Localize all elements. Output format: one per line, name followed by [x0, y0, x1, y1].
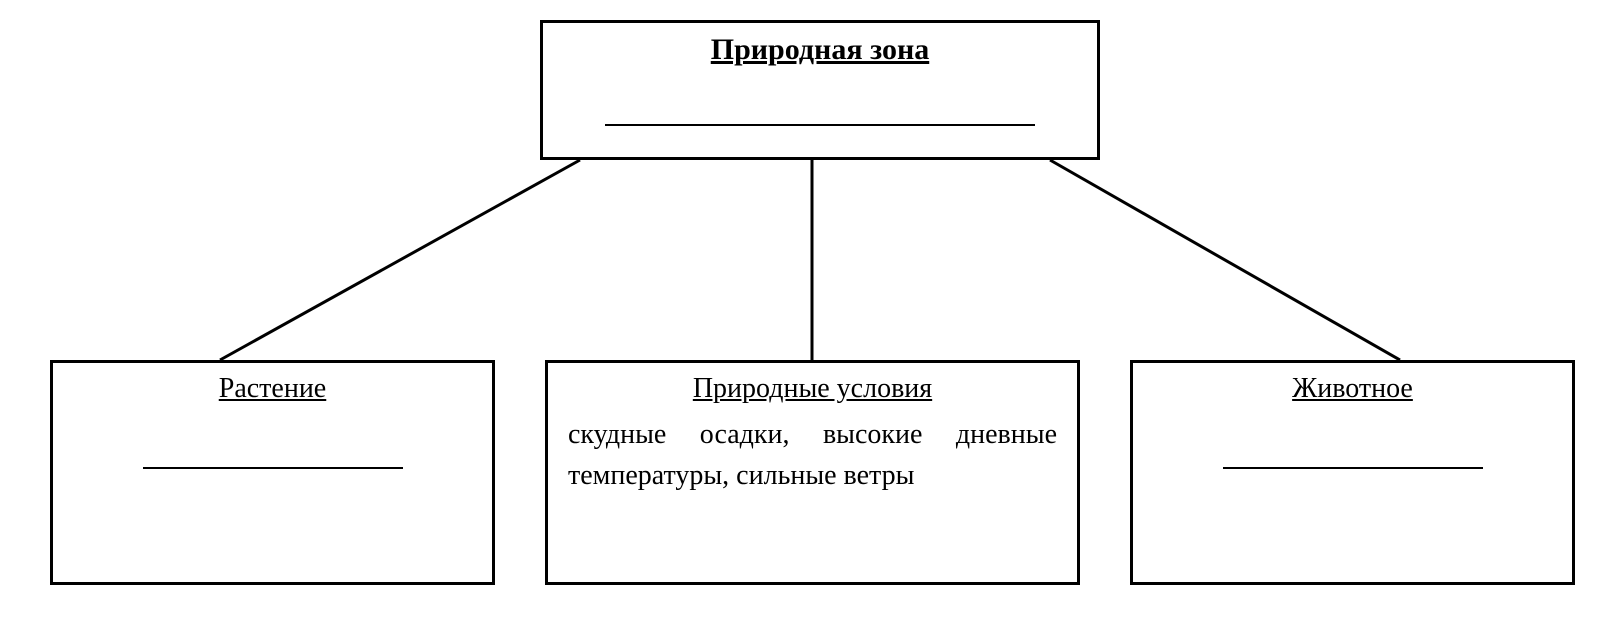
animal-box: Животное [1130, 360, 1575, 585]
conditions-body: скудные осадки, высокие дневные температ… [568, 415, 1057, 496]
root-box: Природная зона [540, 20, 1100, 160]
connector-right [1050, 160, 1400, 360]
plant-blank-line [143, 450, 403, 469]
animal-title: Животное [1153, 373, 1552, 405]
conditions-box: Природные условия скудные осадки, высоки… [545, 360, 1080, 585]
plant-box: Растение [50, 360, 495, 585]
root-title: Природная зона [563, 33, 1077, 67]
root-blank-line [605, 107, 1035, 126]
plant-title: Растение [73, 373, 472, 405]
connector-left [220, 160, 580, 360]
conditions-title: Природные условия [568, 373, 1057, 405]
animal-blank-line [1223, 450, 1483, 469]
